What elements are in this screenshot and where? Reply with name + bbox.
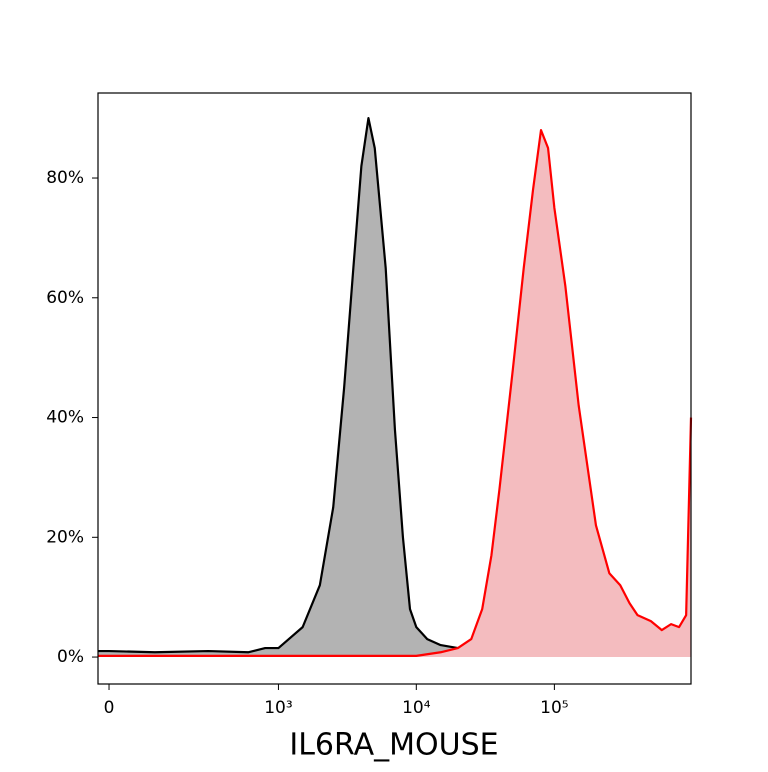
x-tick-label: 10³: [264, 698, 292, 718]
y-tick-label: 60%: [46, 288, 84, 308]
line: [98, 129, 693, 657]
x-tick-label: 10⁵: [540, 698, 568, 718]
plot-frame: [97, 92, 692, 685]
y-tick-label: 40%: [46, 408, 84, 428]
y-tick-label: 20%: [46, 527, 84, 547]
area-fill: [98, 118, 667, 658]
x-tick-label: 0: [104, 698, 115, 718]
y-tick-label: 0%: [57, 647, 84, 667]
x-tick-label: 10⁴: [402, 698, 431, 718]
area-fill: [98, 130, 691, 658]
y-tick-label: 80%: [46, 168, 84, 188]
x-axis-label: IL6RA_MOUSE: [289, 728, 498, 763]
